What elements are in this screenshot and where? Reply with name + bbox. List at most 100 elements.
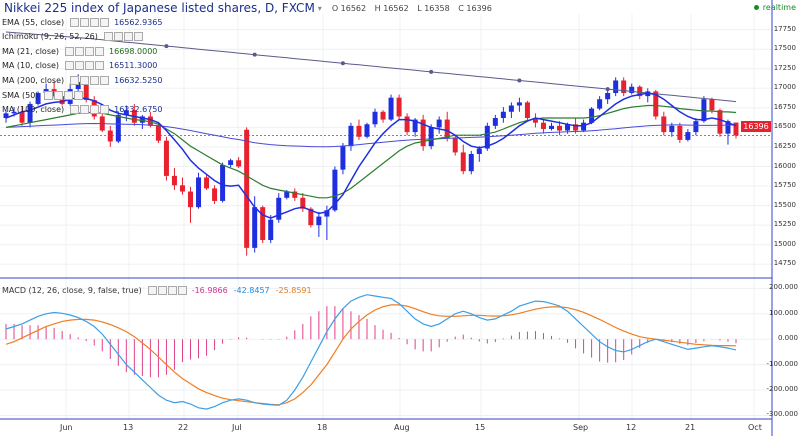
- macd-legend-label: MACD (12, 26, close, 9, false, true): [2, 285, 142, 295]
- candle-body: [324, 210, 330, 217]
- macd-tick-label: 0.000: [777, 334, 798, 343]
- price-tick-label: 16750: [773, 102, 796, 111]
- candle-body: [605, 92, 611, 100]
- settings-icon[interactable]: [54, 90, 64, 100]
- candle-body: [163, 140, 169, 176]
- legend-value: 16632.5250: [114, 75, 163, 85]
- close-icon[interactable]: [90, 75, 100, 85]
- candle-body: [155, 125, 161, 141]
- legend-label: MA (10, close): [2, 61, 60, 71]
- more-icon[interactable]: [95, 46, 105, 56]
- more-icon[interactable]: [100, 17, 110, 27]
- close-icon[interactable]: [85, 61, 95, 71]
- settings-icon[interactable]: [80, 17, 90, 27]
- candle-body: [316, 216, 322, 226]
- candle-body: [452, 138, 458, 153]
- time-tick-label: 12: [626, 423, 637, 432]
- eye-icon[interactable]: [44, 90, 54, 100]
- close-icon[interactable]: [90, 17, 100, 27]
- candle-body: [677, 125, 683, 140]
- candle-body: [292, 191, 298, 198]
- legend-row: MA (10, close) 16511.3000: [2, 59, 157, 73]
- legend-buttons: [70, 105, 110, 115]
- macd-legend-buttons: [147, 285, 187, 295]
- more-icon[interactable]: [95, 61, 105, 71]
- candle-body: [3, 113, 9, 119]
- candle-body: [59, 96, 65, 104]
- close-icon[interactable]: [167, 285, 177, 295]
- price-tick-label: 15250: [773, 220, 796, 229]
- time-tick-label: 21: [685, 423, 696, 432]
- settings-icon[interactable]: [80, 105, 90, 115]
- more-icon[interactable]: [74, 90, 84, 100]
- chevron-down-icon[interactable]: ▾: [317, 3, 322, 13]
- realtime-label: realtime: [762, 3, 796, 12]
- eye-icon[interactable]: [65, 61, 75, 71]
- legend-label: EMA (55, close): [2, 17, 65, 27]
- candle-body: [75, 82, 81, 90]
- time-tick-label: Oct: [748, 423, 762, 432]
- eye-icon[interactable]: [70, 75, 80, 85]
- candle-body: [340, 146, 346, 170]
- more-icon[interactable]: [177, 285, 187, 295]
- legend-row: SMA (50): [2, 88, 88, 102]
- settings-icon[interactable]: [157, 285, 167, 295]
- candle-body: [589, 108, 595, 123]
- more-icon[interactable]: [100, 105, 110, 115]
- candle-body: [11, 111, 17, 114]
- settings-icon[interactable]: [75, 61, 85, 71]
- settings-icon[interactable]: [80, 75, 90, 85]
- more-icon[interactable]: [100, 75, 110, 85]
- settings-icon[interactable]: [113, 32, 123, 42]
- macd-legend: MACD (12, 26, close, 9, false, true) -16…: [2, 283, 312, 297]
- candle-body: [669, 125, 675, 133]
- ma200-marker: [517, 78, 522, 83]
- eye-icon[interactable]: [65, 46, 75, 56]
- eye-icon[interactable]: [103, 32, 113, 42]
- candle-body: [27, 103, 33, 123]
- candle-body: [396, 97, 402, 117]
- candle-body: [300, 197, 306, 209]
- candle-body: [524, 102, 530, 119]
- macd-tick-label: 200.000: [769, 283, 798, 292]
- macd-tick-label: -200.000: [766, 385, 798, 394]
- legend-label: MA (100, close): [2, 105, 65, 115]
- grid-lines: [0, 14, 772, 419]
- close-icon[interactable]: [90, 105, 100, 115]
- close-icon[interactable]: [123, 32, 133, 42]
- price-tick-label: 16000: [773, 161, 796, 170]
- legend-buttons: [65, 46, 105, 56]
- candle-body: [420, 119, 426, 147]
- more-icon[interactable]: [133, 32, 143, 42]
- ma200-marker: [605, 87, 610, 92]
- eye-icon[interactable]: [70, 17, 80, 27]
- candle-body: [228, 160, 234, 165]
- eye-icon[interactable]: [147, 285, 157, 295]
- candle-body: [220, 164, 226, 201]
- price-tick-label: 14750: [773, 259, 796, 268]
- eye-icon[interactable]: [70, 105, 80, 115]
- price-tick-label: 15500: [773, 200, 796, 209]
- candle-body: [500, 111, 506, 119]
- candle-body: [196, 177, 202, 208]
- candle-body: [388, 97, 394, 120]
- macd-value-1: -16.9866: [191, 285, 228, 295]
- close-icon[interactable]: [85, 46, 95, 56]
- candle-body: [356, 125, 362, 137]
- ma200-line: [5, 31, 737, 103]
- candle-body: [35, 92, 41, 104]
- macd-signal-line: [5, 304, 737, 406]
- candle-body: [284, 191, 290, 198]
- candle-body: [532, 118, 538, 123]
- realtime-indicator: realtime: [753, 3, 796, 12]
- macd-line: [5, 294, 737, 410]
- price-tick-label: 15000: [773, 239, 796, 248]
- last-price-tag: 16396: [741, 121, 771, 132]
- candle-body: [244, 129, 250, 248]
- legend-row: MA (200, close) 16632.5250: [2, 73, 162, 87]
- legend-value: 16232.6750: [114, 105, 163, 115]
- candle-body: [709, 99, 715, 111]
- close-icon[interactable]: [64, 90, 74, 100]
- settings-icon[interactable]: [75, 46, 85, 56]
